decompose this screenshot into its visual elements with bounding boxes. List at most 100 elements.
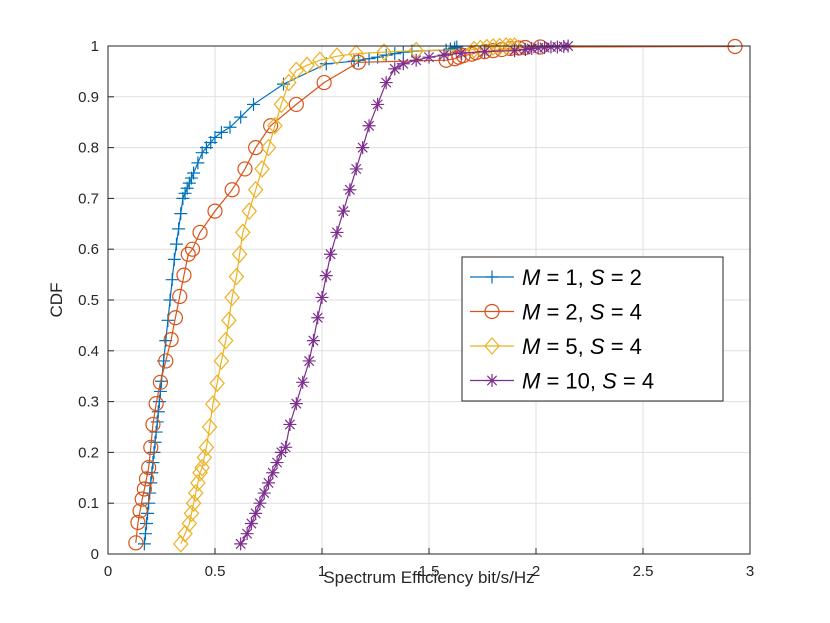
data-point (329, 47, 345, 66)
data-point (254, 160, 270, 178)
data-point (518, 43, 532, 57)
data-point (136, 481, 152, 497)
data-point (196, 448, 213, 467)
data-point (223, 120, 237, 134)
data-point (299, 56, 315, 75)
data-point (138, 527, 152, 541)
legend-label: M = 1, S = 2 (522, 265, 642, 290)
legend-marker (484, 303, 500, 320)
data-point (244, 517, 258, 531)
data-point (163, 332, 179, 348)
data-point (184, 171, 198, 185)
data-point (409, 53, 423, 67)
data-point (153, 384, 167, 398)
data-point (437, 48, 451, 62)
legend-marker (485, 270, 499, 284)
data-point (138, 471, 155, 487)
data-point (235, 223, 251, 242)
series-4 (234, 39, 575, 551)
data-point (281, 73, 297, 92)
data-point (396, 45, 410, 59)
data-point (130, 514, 146, 531)
data-point (128, 535, 144, 551)
data-point (351, 53, 365, 67)
data-point (388, 62, 402, 76)
data-point (270, 456, 284, 470)
data-point (163, 293, 177, 307)
data-point (140, 517, 154, 531)
data-point (376, 43, 392, 62)
legend-marker (485, 374, 499, 387)
data-point (350, 54, 366, 70)
data-point (187, 484, 204, 502)
data-point (172, 534, 189, 553)
data-point (141, 506, 155, 520)
legend-value: 4 (642, 369, 654, 394)
legend-value: 4 (630, 300, 642, 325)
legend-value: 5 (565, 334, 577, 359)
data-point (362, 119, 376, 133)
legend-entry: M = 1, S = 2 (470, 265, 642, 290)
data-point (167, 252, 181, 266)
data-point (198, 438, 215, 457)
y-tick-label: 1 (91, 38, 99, 55)
y-tick-label: 0.2 (78, 444, 99, 461)
data-point (343, 183, 357, 197)
data-point (422, 50, 436, 64)
data-point (478, 45, 492, 59)
data-point (491, 37, 508, 56)
y-tick-label: 0.5 (78, 292, 99, 309)
data-point (145, 416, 161, 433)
x-tick-label: 0 (104, 563, 112, 580)
x-tick-label: 3 (746, 563, 754, 580)
data-point (201, 418, 218, 436)
data-point (247, 97, 261, 111)
data-point (478, 38, 495, 57)
x-axis-label: Spectrum Efficiency bit/s/Hz (323, 568, 534, 587)
data-point (727, 38, 743, 55)
data-point (185, 494, 202, 513)
legend: M = 1, S = 2 M = 2, S = 4 M = 5, S = 4 M = … (461, 256, 724, 402)
data-point (207, 203, 223, 219)
data-point (161, 313, 175, 327)
data-point (296, 375, 310, 389)
data-point (134, 491, 150, 507)
data-point (260, 138, 277, 157)
data-point (224, 288, 240, 307)
data-point (176, 267, 192, 283)
x-tick-label: 1.5 (419, 563, 440, 580)
data-point (148, 396, 164, 412)
y-tick-label: 0.3 (78, 394, 99, 411)
data-point (192, 463, 208, 482)
x-tick-label: 2.5 (633, 563, 654, 580)
data-point (172, 288, 188, 305)
data-point (172, 222, 186, 236)
data-point (348, 44, 365, 63)
data-point (191, 156, 205, 170)
data-point (165, 273, 179, 287)
data-point (187, 166, 201, 180)
data-point (241, 202, 258, 221)
data-point (158, 353, 174, 369)
data-point (209, 374, 225, 393)
data-point (178, 186, 192, 200)
axis-ticks: 0 0.5 1 1.5 2 2.5 3 0 0.1 0.2 0.3 0.4 0.5 0.6 0.7 0.8 0.… (78, 38, 754, 580)
data-point (356, 141, 370, 155)
y-tick-label: 0.7 (78, 190, 99, 207)
data-point (319, 269, 333, 283)
legend-label: M = 2, S = 4 (522, 300, 642, 325)
data-point (396, 57, 410, 71)
data-point (240, 527, 254, 541)
data-point (234, 537, 248, 551)
data-point (221, 311, 237, 330)
data-point (182, 176, 196, 190)
legend-label: M = 10, S = 4 (522, 369, 654, 394)
data-point (279, 440, 293, 454)
x-tick-label: 2 (532, 563, 540, 580)
data-point (184, 241, 201, 257)
data-point (311, 311, 325, 325)
data-point (316, 74, 332, 91)
y-tick-label: 0.8 (78, 140, 99, 157)
data-point (288, 61, 305, 80)
data-point (312, 51, 328, 70)
